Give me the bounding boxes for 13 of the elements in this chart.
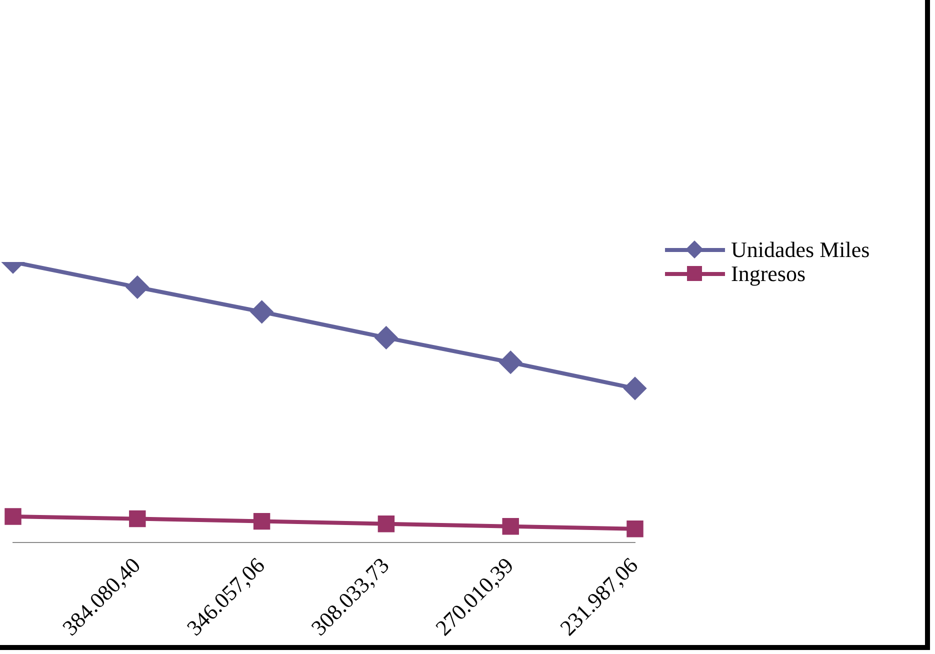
point [4,508,22,525]
point [129,510,146,528]
point [126,276,148,298]
point [500,351,522,374]
point [626,520,644,538]
point [378,515,395,532]
point [250,300,273,323]
point [502,518,519,535]
legend-label: Unidades Miles [731,237,871,262]
point [253,512,270,530]
point [375,326,398,349]
point [624,377,646,400]
legend-label: Ingresos [731,261,807,286]
